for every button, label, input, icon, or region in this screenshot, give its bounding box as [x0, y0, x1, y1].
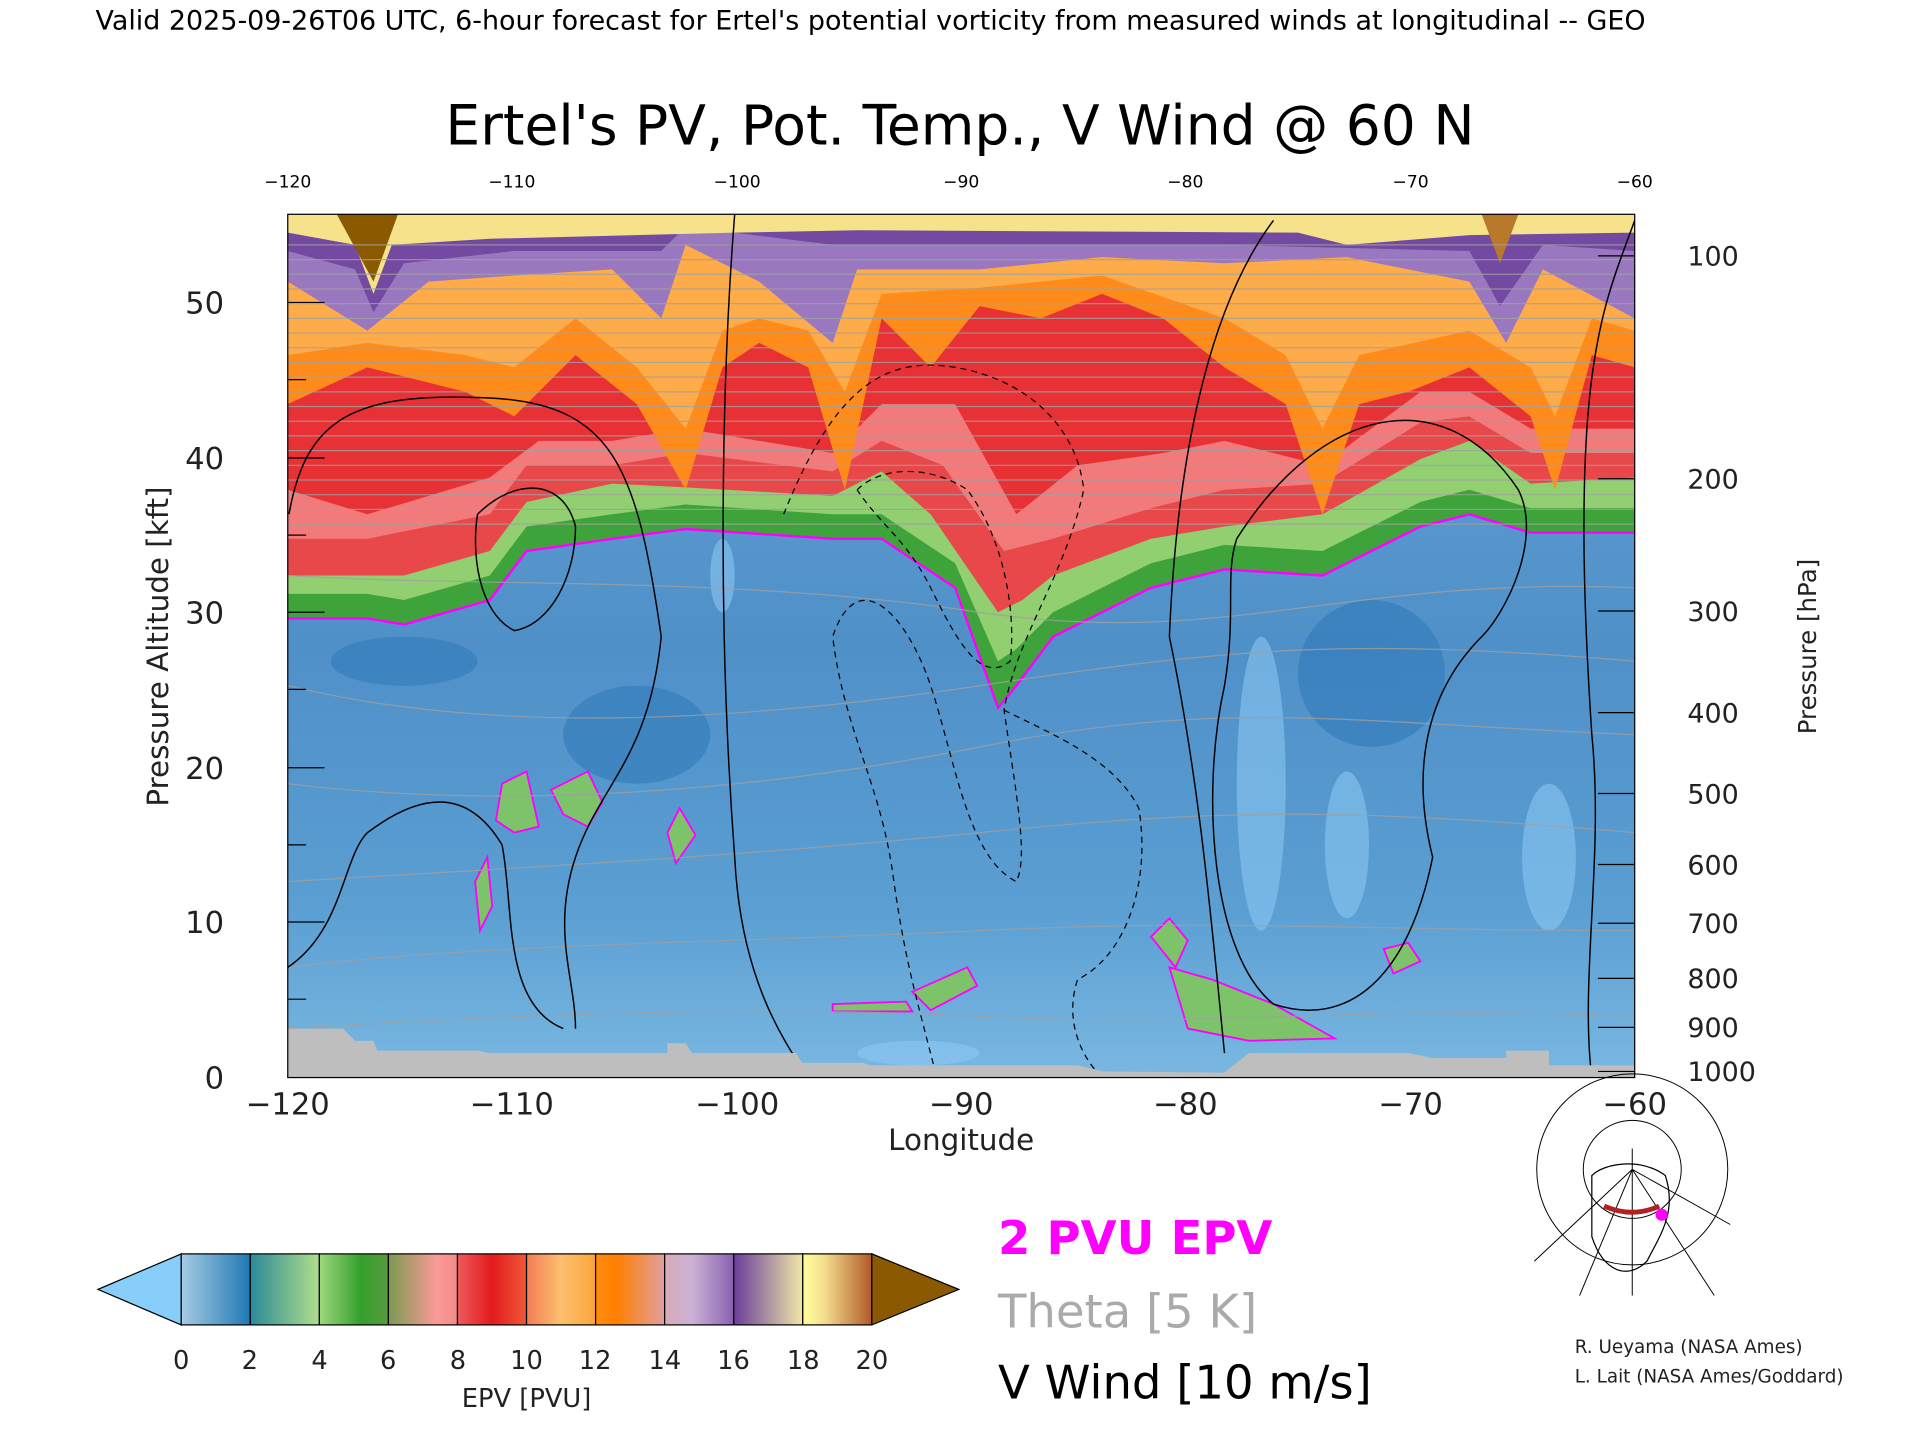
x-tick: −100	[695, 1087, 779, 1122]
p-tick: 700	[1687, 909, 1738, 940]
colorbar-extend-low	[96, 1252, 182, 1326]
cb-tick: 2	[242, 1346, 258, 1376]
cb-tick: 0	[173, 1346, 189, 1376]
dark-purple-region	[287, 214, 1635, 313]
p-tick: 800	[1687, 964, 1738, 995]
theta-contours	[287, 244, 1635, 1030]
y-tick: 30	[185, 596, 224, 631]
colorbar-seg	[664, 1253, 735, 1326]
x-tick-top: −70	[1393, 172, 1429, 192]
x-tick-top: −60	[1617, 172, 1653, 192]
brown-peak	[336, 214, 398, 282]
locator-map	[1533, 1073, 1731, 1296]
epv-2pvu-contour	[287, 513, 1635, 711]
colorbar-extend-high	[871, 1252, 961, 1326]
x-tick: −60	[1602, 1087, 1667, 1122]
p-tick: 300	[1687, 597, 1738, 628]
x-tick-top: −100	[714, 172, 761, 192]
x-tick-top: −110	[488, 172, 535, 192]
cb-tick: 10	[510, 1346, 543, 1376]
x-tick-top: −80	[1167, 172, 1203, 192]
colorbar-seg	[249, 1253, 320, 1326]
x-tick: −110	[470, 1087, 554, 1122]
y-tick: 20	[185, 752, 224, 787]
cb-tick: 14	[649, 1346, 682, 1376]
colorbar-ticks: 0 2 4 6 8 10 12 14 16 18 20	[173, 1346, 888, 1376]
y-tick: 10	[185, 906, 224, 941]
x-tick-labels-top: −120 −110 −100 −90 −80 −70 −60	[264, 172, 1653, 192]
colorbar-seg	[594, 1253, 666, 1326]
credit-line: R. Ueyama (NASA Ames)	[1575, 1337, 1803, 1358]
colorbar-seg	[318, 1253, 390, 1326]
legend-vwind: V Wind [10 m/s]	[998, 1355, 1372, 1409]
colorbar-seg	[733, 1253, 804, 1326]
colorbar-label: EPV [PVU]	[462, 1384, 591, 1414]
pv-blobs	[474, 770, 1422, 1042]
cb-tick: 16	[717, 1346, 750, 1376]
x-axis-label: Longitude	[888, 1123, 1034, 1157]
p-tick: 200	[1687, 465, 1738, 496]
x-tick-labels-bottom: −120 −110 −100 −90 −80 −70 −60	[246, 1087, 1667, 1122]
low-pv-patches	[330, 538, 1576, 1066]
terrain	[287, 1028, 1635, 1078]
y-axis-label: Pressure Altitude [kft]	[141, 486, 175, 806]
p-tick: 500	[1687, 779, 1738, 810]
y-tick: 0	[205, 1062, 224, 1097]
y-tick: 40	[185, 442, 224, 477]
axis-ticks	[287, 255, 1635, 1073]
y2-axis-label: Pressure [hPa]	[1793, 559, 1822, 735]
y-tick: 50	[185, 286, 224, 321]
brown-peak	[1481, 214, 1519, 264]
header-text: Valid 2025-09-26T06 UTC, 6-hour forecast…	[96, 5, 1646, 36]
p-tick: 900	[1687, 1013, 1738, 1044]
x-tick: −120	[246, 1087, 330, 1122]
p-tick: 1000	[1687, 1057, 1756, 1088]
colorbar-seg	[387, 1253, 459, 1326]
p-tick: 600	[1687, 850, 1738, 881]
cb-tick: 12	[579, 1346, 612, 1376]
cb-tick: 18	[787, 1346, 820, 1376]
vwind-negative-contours	[783, 364, 1143, 1078]
pressure-tick-labels: 100 200 300 400 500 600 700 800 900 1000	[1687, 242, 1756, 1089]
x-tick: −70	[1378, 1087, 1443, 1122]
x-tick: −80	[1153, 1087, 1218, 1122]
plot-area	[287, 214, 1635, 1078]
cb-tick: 20	[855, 1346, 888, 1376]
x-tick: −90	[929, 1087, 994, 1122]
location-marker	[1655, 1208, 1668, 1221]
colorbar-seg	[802, 1253, 873, 1326]
cb-tick: 6	[380, 1346, 396, 1376]
credit-line: L. Lait (NASA Ames/Goddard)	[1575, 1366, 1844, 1387]
legend-epv: 2 PVU EPV	[998, 1211, 1272, 1265]
plot-frame	[287, 213, 1636, 1079]
colorbar-seg	[456, 1253, 528, 1326]
yellow-region	[287, 214, 1635, 294]
legend-theta: Theta [5 K]	[997, 1284, 1257, 1338]
x-tick-top: −90	[943, 172, 979, 192]
p-tick: 400	[1687, 698, 1738, 729]
colorbar-seg	[180, 1253, 251, 1326]
vwind-contours	[287, 214, 1635, 1078]
cb-tick: 4	[311, 1346, 327, 1376]
colorbar-seg	[525, 1253, 597, 1326]
x-tick-top: −120	[264, 172, 311, 192]
chart-title: Ertel's PV, Pot. Temp., V Wind @ 60 N	[445, 93, 1474, 157]
cb-tick: 8	[450, 1346, 466, 1376]
y-tick-labels: 0 10 20 30 40 50	[185, 286, 224, 1096]
p-tick: 100	[1687, 242, 1738, 273]
colorbar	[96, 1252, 961, 1326]
